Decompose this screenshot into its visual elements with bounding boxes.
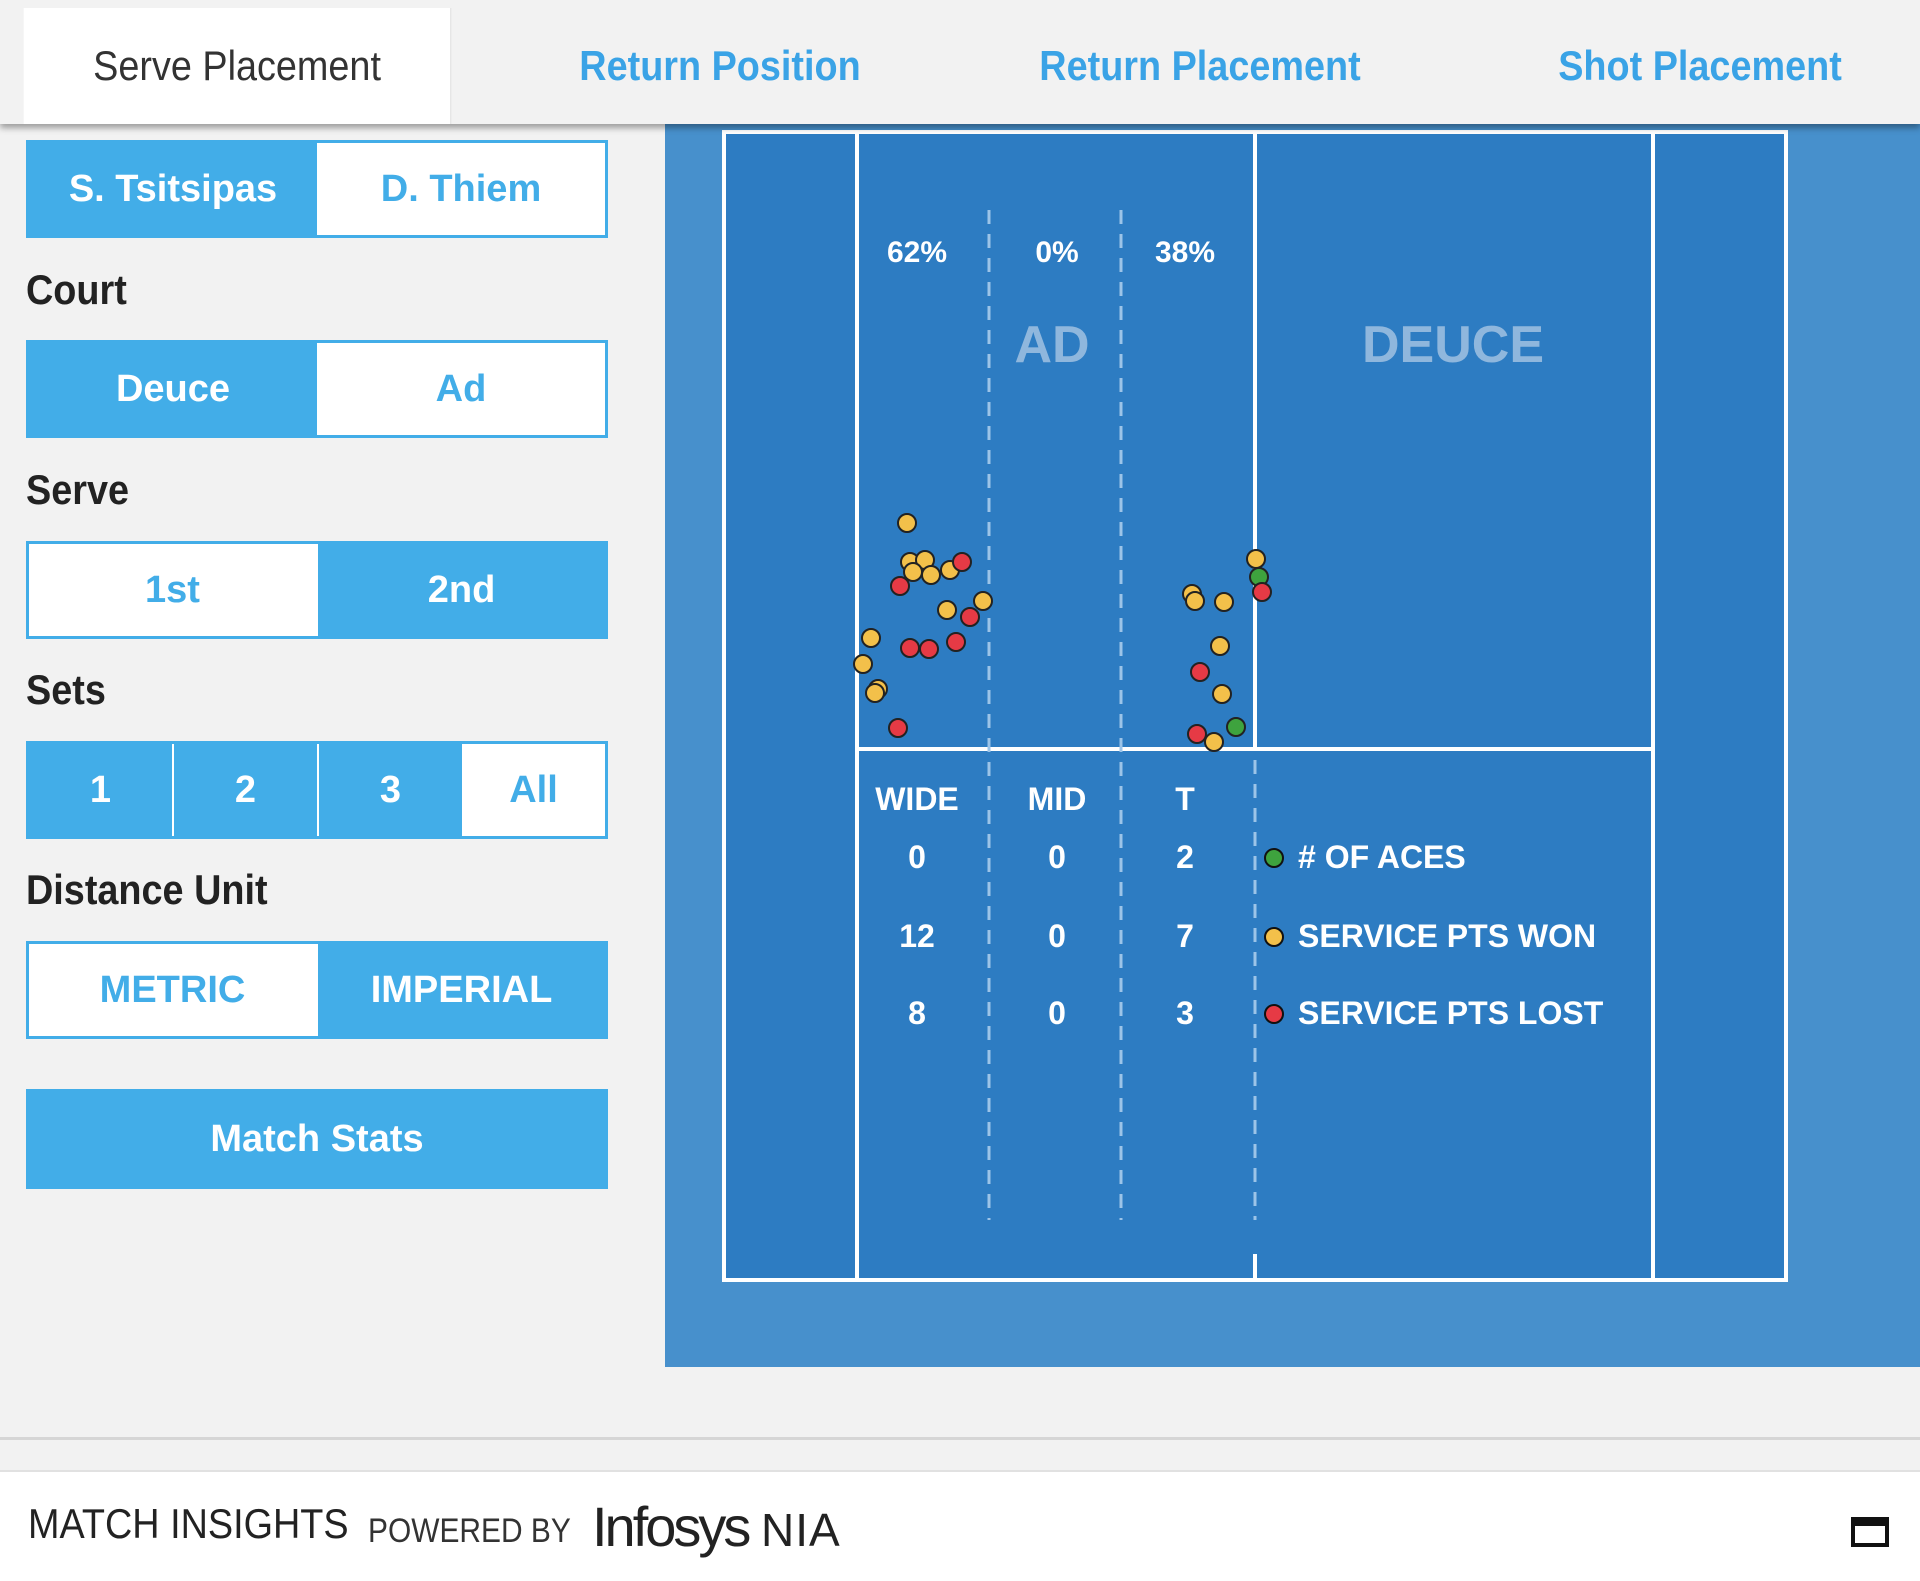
set-1-button[interactable]: 1	[29, 744, 172, 836]
aces-mid: 0	[1048, 839, 1066, 875]
serve-dot	[1190, 662, 1210, 682]
tab-serve-placement[interactable]: Serve Placement	[23, 8, 452, 124]
serve-dot	[888, 718, 908, 738]
set-2-button[interactable]: 2	[172, 744, 317, 836]
aces-wide: 0	[908, 839, 926, 875]
tab-return-placement[interactable]: Return Placement	[1039, 42, 1361, 89]
serve-dot	[903, 562, 923, 582]
lost-wide: 8	[908, 995, 926, 1031]
lost-mid: 0	[1048, 995, 1066, 1031]
serve-dot	[973, 591, 993, 611]
serve-dot	[900, 638, 920, 658]
set-all-button[interactable]: All	[462, 744, 605, 836]
legend-lost: SERVICE PTS LOST	[1298, 995, 1604, 1031]
tab-shot-placement[interactable]: Shot Placement	[1558, 42, 1842, 89]
serve-dot	[1187, 724, 1207, 744]
distance-unit-toggle: METRIC IMPERIAL	[26, 941, 608, 1039]
serve-dot	[921, 565, 941, 585]
tab-return-position[interactable]: Return Position	[579, 42, 861, 89]
won-wide: 12	[899, 918, 935, 954]
match-insights-label: MATCH INSIGHTS	[28, 1500, 349, 1547]
serve-dot	[1185, 591, 1205, 611]
footer: MATCH INSIGHTS POWERED BY Infosys NIA	[0, 1472, 1920, 1581]
serve-dot	[1210, 636, 1230, 656]
lost-dot-icon	[1264, 1004, 1284, 1024]
lost-t: 3	[1176, 995, 1194, 1031]
metric-button[interactable]: METRIC	[29, 944, 316, 1036]
serve-dot	[919, 639, 939, 659]
serve-dot	[890, 576, 910, 596]
serve-dot	[952, 552, 972, 572]
serve-dot	[861, 628, 881, 648]
won-dot-icon	[1264, 927, 1284, 947]
divider	[0, 1470, 1920, 1472]
legend-won: SERVICE PTS WON	[1298, 918, 1596, 954]
legend-aces: # OF ACES	[1298, 839, 1466, 875]
divider	[0, 1437, 1920, 1440]
serve-dots	[853, 513, 1272, 752]
player-b-button[interactable]: D. Thiem	[317, 143, 605, 235]
ace-dot-icon	[1264, 848, 1284, 868]
pct-wide: 62%	[887, 236, 947, 269]
won-mid: 0	[1048, 918, 1066, 954]
serve-dot	[960, 607, 980, 627]
zone-wide-label: WIDE	[875, 781, 959, 817]
serve-dot	[946, 632, 966, 652]
court-label: Court	[26, 266, 127, 313]
serve-dot	[1226, 717, 1246, 737]
serve-2nd-button[interactable]: 2nd	[316, 544, 605, 636]
court-ad-button[interactable]: Ad	[317, 343, 605, 435]
serve-1st-button[interactable]: 1st	[29, 544, 316, 636]
player-toggle: S. Tsitsipas D. Thiem	[26, 140, 608, 238]
pct-t: 38%	[1155, 236, 1215, 269]
sets-toggle: 1 2 3 All	[26, 741, 608, 839]
brand-suffix: NIA	[760, 1504, 841, 1556]
ad-court-label: AD	[1014, 316, 1089, 374]
zone-mid-label: MID	[1028, 781, 1087, 817]
brand-name: Infosys	[592, 1495, 751, 1558]
serve-dot	[1246, 549, 1266, 569]
zone-t-label: T	[1175, 781, 1195, 817]
aces-t: 2	[1176, 839, 1194, 875]
won-t: 7	[1176, 918, 1194, 954]
serve-dot	[897, 513, 917, 533]
serve-dot	[865, 683, 885, 703]
serve-dot	[1214, 592, 1234, 612]
court-deuce-button[interactable]: Deuce	[29, 343, 317, 435]
tab-bar: Serve Placement Return Position Return P…	[0, 0, 1920, 124]
deuce-court-label: DEUCE	[1362, 316, 1544, 374]
window-icon[interactable]	[1851, 1517, 1889, 1547]
infosys-nia-logo: Infosys NIA	[592, 1494, 841, 1559]
serve-dot	[937, 600, 957, 620]
player-a-button[interactable]: S. Tsitsipas	[29, 143, 317, 235]
serve-toggle: 1st 2nd	[26, 541, 608, 639]
match-stats-button[interactable]: Match Stats	[26, 1089, 608, 1189]
imperial-button[interactable]: IMPERIAL	[316, 944, 605, 1036]
distance-unit-label: Distance Unit	[26, 866, 268, 913]
serve-dot	[1252, 582, 1272, 602]
court-toggle: Deuce Ad	[26, 340, 608, 438]
serve-dot	[1204, 732, 1224, 752]
set-3-button[interactable]: 3	[317, 744, 462, 836]
serve-label: Serve	[26, 466, 129, 513]
powered-by-label: POWERED BY	[368, 1512, 571, 1550]
serve-dot	[1212, 684, 1232, 704]
sets-label: Sets	[26, 666, 106, 713]
pct-mid: 0%	[1035, 236, 1078, 269]
serve-dot	[853, 654, 873, 674]
